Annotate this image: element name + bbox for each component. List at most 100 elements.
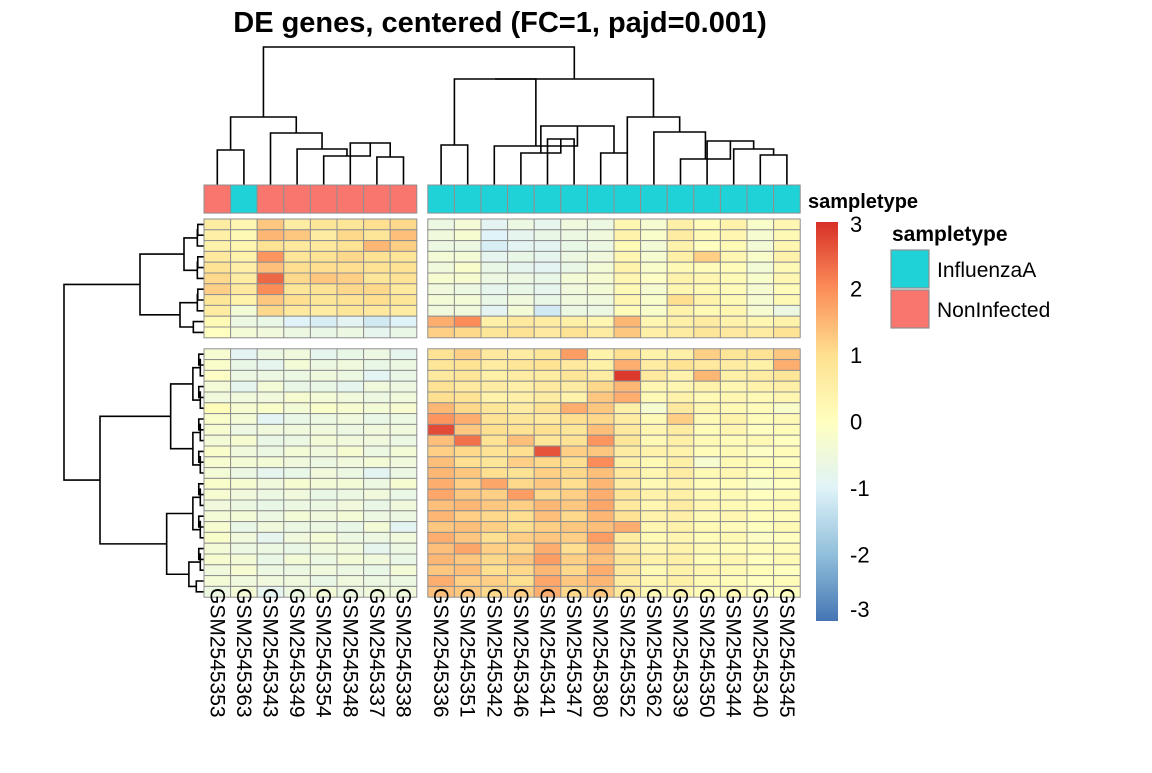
heatmap-cell [283,445,311,458]
heatmap-cell [560,326,588,339]
heatmap-cell [480,218,509,231]
heatmap-cell [427,369,455,382]
heatmap-cell [363,477,391,490]
heatmap-cell [363,445,391,458]
heatmap-cell [203,250,232,263]
heatmap-cell [453,488,482,501]
heatmap-cell [693,369,721,382]
heatmap-cell [560,564,588,577]
heatmap-cell [533,488,562,501]
heatmap-cell [613,488,642,501]
heatmap-cell [613,304,642,317]
dendrogram-link [197,450,204,463]
heatmap-cell [336,413,365,425]
column-label: GSM2545380 [589,588,612,718]
heatmap-cell [203,294,232,306]
heatmap-cell [256,283,285,296]
heatmap-cell [693,304,721,317]
heatmap-cell [560,283,588,296]
annotation-cell [507,184,535,214]
heatmap-cell [640,456,668,469]
heatmap-cell [453,391,482,404]
heatmap-cell [363,283,391,296]
heatmap-cell [533,564,562,577]
heatmap-cell [560,521,588,533]
heatmap-cell [560,423,588,436]
heatmap-cell [746,434,775,447]
heatmap-cell [230,423,258,436]
heatmap-cell [363,315,391,328]
heatmap-cell [453,521,482,533]
heatmap-cell [256,294,285,306]
heatmap-cell [480,261,509,274]
column-labels: GSM2545353 GSM2545363 GSM2545343 GSM2545349… [205,588,798,718]
column-dendrogram [216,46,788,185]
annotation-cell [256,184,285,214]
column-label: GSM2545353 [205,588,228,718]
heatmap-cell [389,294,418,306]
heatmap-cell [613,445,642,458]
heatmap-cell [746,510,775,523]
annotation-cell [746,184,775,214]
heatmap-cell [613,359,642,371]
heatmap-cell [773,413,801,425]
annotation-cell [203,184,232,214]
dendrogram-link [165,512,193,576]
heatmap-cell [256,380,285,393]
heatmap-cell [309,218,338,231]
heatmap-cell [507,521,535,533]
heatmap-cell [719,250,748,263]
heatmap-cell [203,326,232,339]
heatmap-cell [640,499,668,512]
heatmap-cell [586,380,615,393]
heatmap-cell [693,359,721,371]
heatmap-cell [533,272,562,285]
heatmap-cell [336,402,365,415]
heatmap-cell [746,402,775,415]
heatmap-cell [613,553,642,566]
heatmap-cell [309,294,338,306]
dendrogram-link [169,383,193,450]
heatmap-cell [533,391,562,404]
heatmap-cell [773,348,801,361]
heatmap-cell [389,326,418,339]
heatmap-cell [507,391,535,404]
heatmap-cell [613,261,642,274]
heatmap-cell [507,542,535,555]
heatmap-cell [746,488,775,501]
column-label: GSM2545336 [429,588,452,718]
heatmap-cell [693,456,721,469]
heatmap-cell [533,413,562,425]
legend-title: sampletype [892,223,1008,246]
heatmap-cell [507,261,535,274]
heatmap-cell [666,542,695,555]
dendrogram-link [99,415,171,545]
heatmap-cell [256,218,285,231]
heatmap-cell [427,402,455,415]
heatmap-cell [666,326,695,339]
column-label: GSM2545349 [285,588,308,718]
heatmap-cell [256,488,285,501]
heatmap-cell [427,542,455,555]
heatmap-cell [746,445,775,458]
heatmap-cell [427,359,455,371]
sampletype-legend: sampletype InfluenzaA NonInfected [890,223,1050,329]
heatmap-cell [427,391,455,404]
heatmap-cell [230,477,258,490]
column-label: GSM2545340 [748,588,771,718]
heatmap-cell [336,510,365,523]
heatmap-cell [363,510,391,523]
heatmap-cell [586,575,615,587]
heatmap-cell [389,423,418,436]
heatmap-cell [613,348,642,361]
heatmap-cell [283,283,311,296]
heatmap-cell [427,218,455,231]
heatmap-cell [336,315,365,328]
heatmap-cell [453,250,482,263]
heatmap-cell [693,229,721,242]
heatmap-cell [586,445,615,458]
heatmap-cell [666,413,695,425]
dendrogram-link [197,515,204,528]
heatmap-cell [283,315,311,328]
dendrogram-link [196,223,204,236]
